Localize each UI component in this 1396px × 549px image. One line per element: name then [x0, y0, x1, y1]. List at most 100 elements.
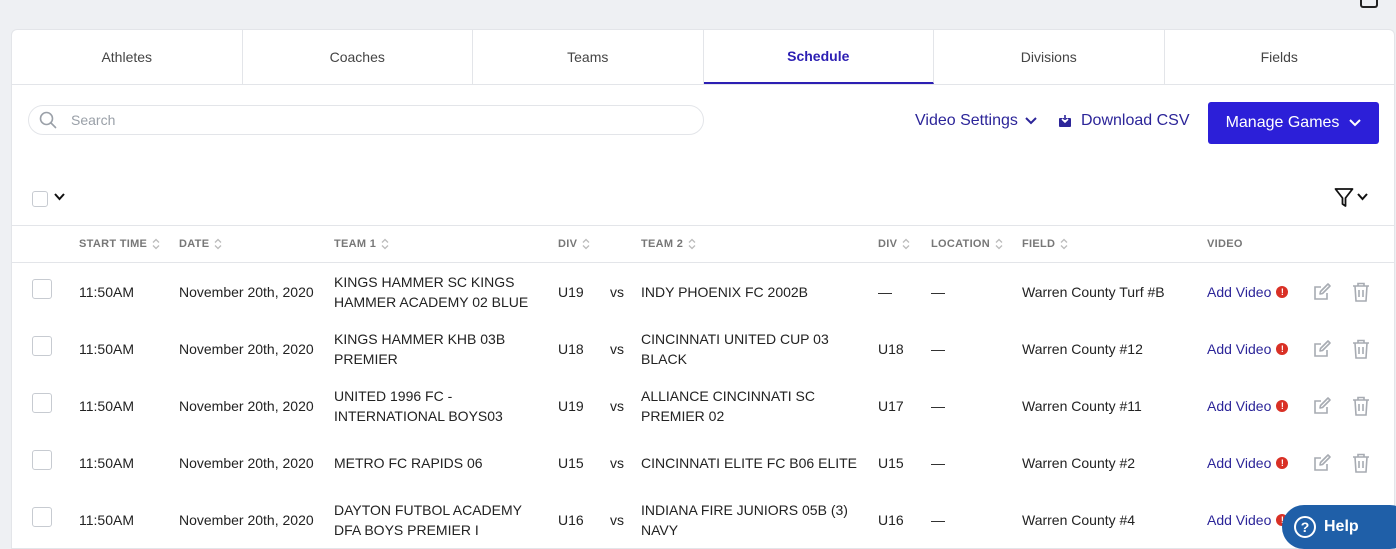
column-header[interactable]: FIELD [1022, 226, 1207, 263]
add-video-label: Add Video [1207, 397, 1272, 414]
tab-coaches[interactable]: Coaches [243, 30, 473, 84]
column-header[interactable]: DATE [179, 226, 334, 263]
cell-vs: vs [610, 283, 624, 300]
tab-schedule[interactable]: Schedule [703, 30, 934, 84]
add-video-label: Add Video [1207, 511, 1272, 528]
manage-games-button[interactable]: Manage Games [1208, 102, 1379, 144]
chevron-down-icon[interactable] [1357, 193, 1368, 201]
sort-icon [1060, 238, 1068, 250]
cell-team1: KINGS HAMMER KHB 03B PREMIER [334, 330, 506, 367]
cell-field: Warren County #4 [1022, 511, 1136, 528]
edit-icon[interactable] [1312, 396, 1332, 416]
cell-location: — [931, 397, 945, 414]
add-video-link[interactable]: Add Video! [1207, 339, 1312, 359]
column-header[interactable]: TEAM 1 [334, 226, 558, 263]
cell-div1: U15 [558, 454, 584, 471]
cell-field: Warren County Turf #B [1022, 283, 1165, 300]
table-row: 11:50AM November 20th, 2020 KINGS HAMMER K… [12, 320, 1394, 377]
cell-team2: INDY PHOENIX FC 2002B [641, 283, 809, 300]
cell-div2: U17 [878, 397, 904, 414]
cell-team2: CINCINNATI ELITE FC B06 ELITE [641, 454, 858, 471]
trash-icon[interactable] [1352, 396, 1370, 416]
sort-icon [214, 238, 222, 250]
schedule-table: START TIME DATE TEAM 1 DIV TEAM 2 DIV LO… [12, 226, 1394, 548]
cell-field: Warren County #11 [1022, 397, 1142, 414]
tab-athletes[interactable]: Athletes [12, 30, 243, 84]
cell-div2: U18 [878, 340, 904, 357]
cell-vs: vs [610, 454, 624, 471]
row-checkbox[interactable] [32, 450, 52, 470]
cell-location: — [931, 283, 945, 300]
add-video-link[interactable]: Add Video! [1207, 396, 1312, 416]
filter-icon[interactable] [1334, 187, 1354, 209]
cell-div2: — [878, 283, 892, 300]
row-checkbox[interactable] [32, 507, 52, 527]
search-input[interactable] [69, 111, 673, 129]
cell-team1: KINGS HAMMER SC KINGS HAMMER ACADEMY 02 … [334, 273, 529, 310]
cell-vs: vs [610, 511, 624, 528]
video-settings-dropdown[interactable]: Video Settings [915, 112, 1037, 130]
column-header[interactable]: TEAM 2 [641, 226, 878, 263]
cell-team2: ALLIANCE CINCINNATI SC PREMIER 02 [641, 387, 815, 424]
cell-field: Warren County #2 [1022, 454, 1136, 471]
chevron-down-icon[interactable] [54, 193, 65, 201]
trash-icon[interactable] [1352, 282, 1370, 302]
tab-divisions[interactable]: Divisions [934, 30, 1165, 84]
warning-icon: ! [1276, 342, 1289, 355]
row-checkbox[interactable] [32, 393, 52, 413]
help-label: Help [1324, 518, 1359, 535]
search-box[interactable] [28, 105, 704, 135]
column-header[interactable]: START TIME [79, 226, 179, 263]
add-video-link[interactable]: Add Video! [1207, 453, 1312, 473]
column-header[interactable]: LOCATION [931, 226, 1022, 263]
row-checkbox[interactable] [32, 336, 52, 356]
download-csv-button[interactable]: Download CSV [1058, 112, 1190, 130]
table-header-row: START TIME DATE TEAM 1 DIV TEAM 2 DIV LO… [12, 226, 1394, 263]
cell-date: November 20th, 2020 [179, 454, 314, 471]
chevron-down-icon [1025, 117, 1037, 125]
tab-teams[interactable]: Teams [473, 30, 704, 84]
cell-field: Warren County #12 [1022, 340, 1143, 357]
cell-start-time: 11:50AM [79, 340, 134, 357]
cell-team1: METRO FC RAPIDS 06 [334, 454, 483, 471]
edit-icon[interactable] [1312, 282, 1332, 302]
cell-location: — [931, 511, 945, 528]
help-button[interactable]: ? Help [1282, 505, 1396, 549]
tab-fields[interactable]: Fields [1260, 49, 1298, 65]
trash-icon[interactable] [1352, 453, 1370, 473]
column-header[interactable]: DIV [558, 226, 610, 263]
chevron-down-icon [1349, 119, 1362, 127]
table-row: 11:50AM November 20th, 2020 METRO FC RAPID… [12, 434, 1394, 491]
edit-icon[interactable] [1312, 339, 1332, 359]
sort-icon [381, 238, 389, 250]
add-video-label: Add Video [1207, 283, 1272, 300]
cell-start-time: 11:50AM [79, 511, 134, 528]
manage-games-label: Manage Games [1225, 114, 1340, 131]
cell-vs: vs [610, 397, 624, 414]
download-csv-label: Download CSV [1081, 112, 1190, 129]
cell-div1: U19 [558, 283, 584, 300]
cell-div1: U16 [558, 511, 584, 528]
cell-team2: CINCINNATI UNITED CUP 03 BLACK [641, 330, 829, 367]
help-icon: ? [1294, 516, 1316, 538]
column-header[interactable]: DIV [878, 226, 931, 263]
sort-icon [902, 238, 910, 250]
warning-icon: ! [1276, 399, 1289, 412]
row-checkbox[interactable] [32, 279, 52, 299]
add-video-link[interactable]: Add Video! [1207, 282, 1312, 302]
edit-icon[interactable] [1312, 453, 1332, 473]
export-icon[interactable] [1360, 0, 1378, 8]
cell-start-time: 11:50AM [79, 397, 134, 414]
cell-location: — [931, 340, 945, 357]
cell-date: November 20th, 2020 [179, 340, 314, 357]
trash-icon[interactable] [1352, 339, 1370, 359]
cell-div2: U15 [878, 454, 904, 471]
cell-vs: vs [610, 340, 624, 357]
cell-start-time: 11:50AM [79, 454, 134, 471]
cell-date: November 20th, 2020 [179, 397, 314, 414]
select-all-checkbox[interactable] [32, 191, 48, 207]
sort-icon [688, 238, 696, 250]
warning-icon: ! [1276, 456, 1289, 469]
sort-icon [582, 238, 590, 250]
add-video-label: Add Video [1207, 340, 1272, 357]
